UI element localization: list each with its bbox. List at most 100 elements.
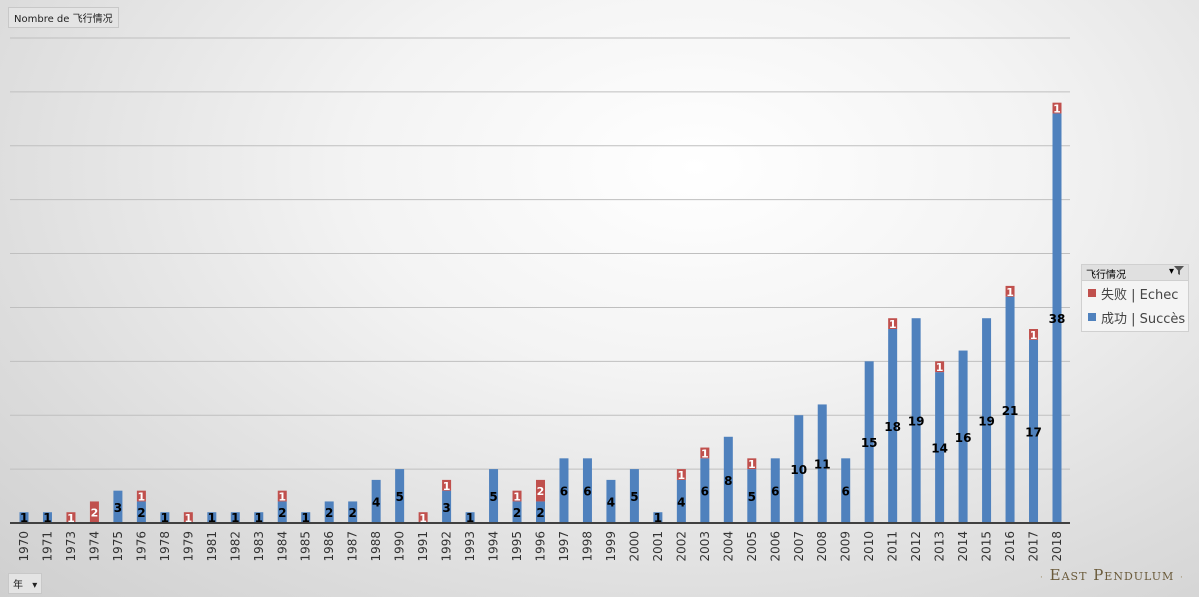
bar-success: [160, 512, 170, 523]
bar-success: [864, 361, 874, 523]
filter-dropdown-icon[interactable]: ▾: [1169, 266, 1184, 277]
bar-success: [324, 501, 334, 523]
x-tick-label: 1970: [17, 531, 31, 562]
data-label-success: 3: [114, 501, 122, 515]
data-label-success: 15: [861, 436, 878, 450]
x-tick-label: 1994: [487, 531, 501, 562]
data-label-failure: 1: [138, 491, 146, 504]
value-field-label: Nombre de 飞行情况: [14, 14, 113, 25]
data-label-failure: 1: [419, 512, 427, 525]
x-tick-label: 2008: [815, 531, 829, 562]
legend-item-success[interactable]: 成功 | Succès: [1082, 305, 1188, 329]
legend-title: 飞行情况: [1086, 270, 1126, 281]
bar-success: [888, 329, 898, 523]
bar-success: [723, 436, 733, 523]
x-tick-label: 2009: [839, 531, 853, 562]
bar-success: [254, 512, 264, 523]
x-tick-label: 1974: [87, 531, 101, 562]
bar-failure: [66, 512, 76, 523]
data-label-failure: 1: [1006, 286, 1014, 299]
x-tick-label: 1976: [134, 531, 148, 562]
x-tick-label: 2002: [674, 531, 688, 562]
x-tick-label: 1983: [252, 531, 266, 562]
bar-failure: [747, 458, 757, 470]
bar-failure: [935, 361, 945, 373]
bar-success: [42, 512, 52, 523]
bar-failure: [89, 501, 99, 523]
legend-header[interactable]: 飞行情况 ▾: [1082, 265, 1188, 281]
x-tick-label: 1998: [580, 531, 594, 562]
x-tick-label: 1993: [463, 531, 477, 562]
bar-success: [113, 490, 123, 523]
bar-success: [606, 479, 616, 523]
data-label-success: 5: [748, 490, 756, 504]
bar-success: [277, 501, 287, 523]
bar-failure: [1052, 102, 1062, 114]
bar-success: [676, 479, 686, 523]
x-tick-label: 1975: [111, 531, 125, 562]
data-label-failure: 1: [1030, 329, 1038, 342]
data-label-failure: 1: [1053, 103, 1061, 116]
bar-success: [629, 469, 639, 523]
x-tick-label: 2006: [768, 531, 782, 562]
bar-success: [465, 512, 475, 523]
bar-success: [770, 458, 780, 523]
legend-item-failure[interactable]: 失败 | Echec: [1082, 281, 1188, 305]
data-label-success: 1: [654, 511, 662, 525]
x-tick-label: 2016: [1003, 531, 1017, 562]
data-label-success: 11: [814, 458, 831, 472]
watermark-text: East Pendulum: [1049, 566, 1175, 584]
data-label-success: 4: [372, 495, 380, 509]
x-tick-label: 1996: [534, 531, 548, 562]
bar-success: [1029, 339, 1039, 523]
data-label-success: 16: [955, 431, 972, 445]
data-label-success: 5: [489, 490, 497, 504]
bar-success: [348, 501, 358, 523]
x-tick-label: 1987: [346, 531, 360, 562]
bar-success: [700, 458, 710, 523]
x-tick-label: 1999: [604, 531, 618, 562]
x-tick-label: 2004: [721, 531, 735, 562]
data-label-failure: 1: [889, 318, 897, 331]
x-tick-label: 2014: [956, 531, 970, 562]
value-field-button[interactable]: Nombre de 飞行情况: [8, 7, 119, 28]
data-label-success: 6: [701, 485, 709, 499]
x-tick-label: 2000: [627, 531, 641, 562]
x-tick-label: 2007: [792, 531, 806, 562]
data-label-success: 4: [677, 495, 685, 509]
bar-failure: [888, 318, 898, 329]
data-label-success: 1: [255, 511, 263, 525]
data-label-failure: 1: [513, 491, 521, 504]
data-label-success: 10: [790, 463, 807, 477]
bar-success: [536, 501, 545, 523]
data-label-success: 2: [278, 506, 286, 520]
watermark-dot-right: ·: [1180, 573, 1184, 583]
x-tick-label: 1992: [440, 531, 454, 562]
bar-success: [301, 512, 311, 523]
bar-success: [841, 458, 851, 523]
bar-success: [1052, 113, 1062, 523]
bar-success: [489, 469, 499, 523]
x-tick-label: 2017: [1027, 531, 1041, 562]
bar-success: [911, 318, 921, 523]
data-label-success: 4: [607, 495, 615, 509]
x-tick-label: 2011: [886, 531, 900, 562]
x-tick-label: 1978: [158, 531, 172, 562]
data-label-success: 5: [630, 490, 638, 504]
x-tick-label: 2018: [1050, 531, 1064, 562]
bar-success: [395, 469, 405, 523]
legend-swatch-failure: [1088, 289, 1096, 297]
bar-failure: [700, 447, 710, 459]
year-filter-button[interactable]: 年 ▾: [8, 573, 43, 594]
x-tick-label: 2013: [933, 531, 947, 562]
data-label-success: 2: [137, 506, 145, 520]
data-label-failure: 1: [936, 361, 944, 374]
x-tick-label: 2015: [980, 531, 994, 562]
bar-success: [19, 512, 29, 523]
x-tick-label: 1995: [510, 531, 524, 562]
bar-success: [136, 501, 146, 523]
x-tick-label: 1991: [416, 531, 430, 562]
x-tick-label: 1971: [40, 531, 54, 562]
bar-success: [794, 415, 804, 523]
